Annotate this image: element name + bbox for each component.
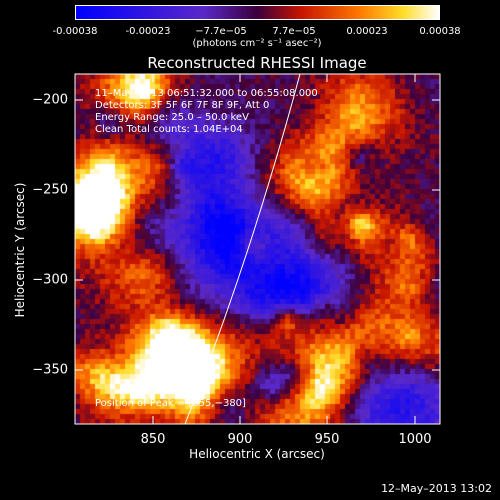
plot-timestamp: 12–May–2013 13:02	[381, 482, 492, 495]
annotation-time-range: 11–May–2013 06:51:32.000 to 06:55:08.000	[95, 88, 318, 99]
annotation-detectors: Detectors: 3F 5F 6F 7F 8F 9F, Att 0	[95, 100, 270, 111]
colorbar-tick: 0.00023	[346, 26, 388, 37]
colorbar-tick: 0.00038	[419, 26, 461, 37]
annotation-peak-position: Position of Peak = [855,−380]	[95, 398, 246, 409]
colorbar-units: (photons cm⁻² s⁻¹ asec⁻²)	[192, 38, 322, 49]
y-tick-label: −300	[32, 272, 68, 288]
y-tick-label: −200	[32, 92, 68, 108]
x-tick-label: 900	[227, 432, 253, 447]
annotation-method: Clean Total counts: 1.04E+04	[95, 124, 243, 135]
x-axis-label: Heliocentric X (arcsec)	[189, 447, 325, 461]
x-tick-label: 950	[314, 432, 340, 447]
rhessi-image	[75, 74, 440, 424]
x-tick-label: 850	[140, 432, 166, 447]
tick-marks	[75, 74, 440, 424]
y-axis-label: Heliocentric Y (arcsec)	[13, 182, 27, 318]
colorbar	[75, 5, 440, 20]
colorbar-tick: -0.00038	[52, 26, 98, 37]
plot-frame	[74, 73, 441, 425]
annotation-energy-range: Energy Range: 25.0 – 50.0 keV	[95, 112, 249, 123]
x-tick-label: 1000	[398, 432, 432, 447]
image-title: Reconstructed RHESSI Image	[147, 54, 367, 72]
colorbar-tick: 7.7e−05	[272, 26, 316, 37]
solar-limb-line	[184, 73, 301, 425]
colorbar-tick: −7.7e−05	[195, 26, 247, 37]
y-tick-label: −250	[32, 182, 68, 198]
colorbar-tick: -0.00023	[125, 26, 171, 37]
y-tick-label: −350	[32, 362, 68, 378]
